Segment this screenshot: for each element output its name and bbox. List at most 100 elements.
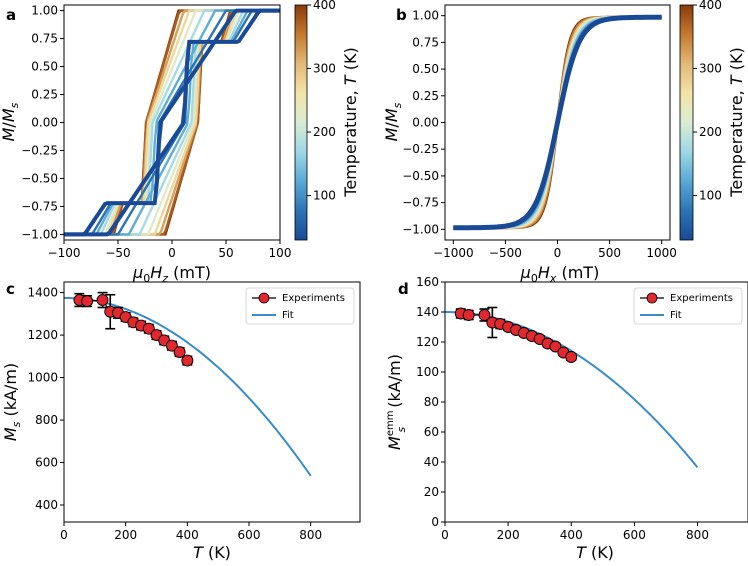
- panel-b-ytick-label: 0.75: [412, 35, 439, 49]
- panel-b-ylabel: M/Ms: [382, 102, 404, 141]
- panel-c-legend-fit-label: Fit: [282, 310, 294, 321]
- panel-a-xtick-label: 100: [269, 246, 292, 260]
- panel-c-experiment-point: [96, 294, 109, 307]
- panel-c-xlabel: T (K): [193, 543, 231, 562]
- panel-c-experiment-point: [81, 295, 94, 308]
- panel-d-experiment-point: [549, 340, 562, 353]
- panel-b-ytick-label: −0.75: [402, 196, 439, 210]
- panel-d: d 0 200 400 600 800 0 20 40 60 80 100 120 140 160 T (…: [385, 275, 748, 562]
- panel-a-ytick-label: −0.25: [21, 143, 58, 157]
- panel-c-xtick-label: 0: [60, 528, 68, 542]
- panel-c-xtick-label: 400: [176, 528, 199, 542]
- panel-d-xtick-label: 800: [686, 528, 709, 542]
- panel-c-plot: [64, 291, 312, 477]
- panel-c-ytick-label: 800: [35, 413, 58, 427]
- magnetization-curve: [453, 14, 662, 231]
- panel-d-fit-line: [445, 311, 699, 469]
- colorbar-tick-label: 200: [313, 125, 336, 139]
- panel-c-legend-exp-marker: [258, 292, 270, 304]
- panel-c-ylabel: Ms (kA/m): [1, 363, 23, 441]
- panel-d-experiment-point: [565, 351, 578, 363]
- colorbar-tick-label: 200: [699, 125, 722, 139]
- panel-b: b −1000 −500 0 500 1000 −1.00 −0.75 −0.50 −0.25 0…: [382, 0, 746, 285]
- panel-d-ytick-label: 140: [416, 305, 439, 319]
- panel-d-xtick-label: 400: [560, 528, 583, 542]
- hysteresis-loop-branch: [64, 8, 280, 237]
- panel-b-ytick-label: 0.25: [412, 89, 439, 103]
- panel-d-ytick-label: 80: [424, 395, 439, 409]
- panel-c-xtick-label: 600: [238, 528, 261, 542]
- panel-a-xtick-label: −50: [105, 246, 130, 260]
- panel-a-ytick-label: 0.00: [31, 116, 58, 130]
- panel-d-plot: [445, 306, 699, 469]
- panel-label-a: a: [6, 6, 16, 24]
- panel-b-magnetization-curves: [453, 14, 662, 231]
- panel-c-legend-exp-label: Experiments: [282, 293, 345, 304]
- panel-c-ticks: 0 200 400 600 800 400 600 800 1000 1200 1400: [27, 286, 322, 542]
- panel-c-experiment-point: [165, 339, 178, 352]
- panel-c-experiment-point: [173, 346, 186, 359]
- panel-a-ytick-label: −1.00: [21, 227, 58, 241]
- panel-a-xtick-label: 50: [218, 246, 233, 260]
- panel-c-ytick-label: 600: [35, 456, 58, 470]
- colorbar-tick-label: 300: [313, 62, 336, 76]
- panel-d-ytick-label: 40: [424, 455, 439, 469]
- panel-a-hysteresis-loops: [64, 8, 280, 237]
- panel-d-ytick-label: 100: [416, 365, 439, 379]
- panel-a-ticks: −100 −50 0 50 100 −1.00 −0.75 −0.50 −0.25 0.00 0.2…: [21, 4, 291, 260]
- hysteresis-loop-branch: [64, 8, 280, 237]
- panel-b-ytick-label: 1.00: [412, 9, 439, 23]
- panel-c-experiment-point: [181, 354, 194, 367]
- panel-a-colorbar-label: Temperature, T (K): [341, 47, 360, 197]
- panel-d-experiment-point: [462, 309, 475, 321]
- panel-a-colorbar: [294, 4, 308, 241]
- colorbar-tick-label: 300: [699, 62, 722, 76]
- panel-d-ticks: 0 200 400 600 800 0 20 40 60 80 100 120 140 160: [416, 275, 709, 542]
- panel-a-xlabel: μ0Hz (mT): [132, 263, 211, 285]
- panel-label-c: c: [6, 280, 15, 298]
- panel-a-ytick-label: 0.75: [31, 32, 58, 46]
- panel-d-xlabel: T (K): [576, 543, 614, 562]
- panel-c-ytick-label: 1000: [27, 371, 58, 385]
- panel-d-ytick-label: 60: [424, 425, 439, 439]
- panel-a-ytick-label: 0.25: [31, 88, 58, 102]
- panel-a-axes-frame: [63, 4, 281, 241]
- panel-b-ytick-label: 0.00: [412, 116, 439, 130]
- panel-d-ylabel: Memms (kA/m): [385, 354, 408, 450]
- panel-b-ticks: −1000 −500 0 500 1000 −1.00 −0.75 −0.50 −0.25 0.0…: [402, 9, 677, 260]
- panel-c-experiment-point: [142, 322, 155, 335]
- panel-d-ytick-label: 20: [424, 485, 439, 499]
- panel-a-xtick-label: 0: [168, 246, 176, 260]
- panel-b-xtick-label: 1000: [646, 246, 677, 260]
- panel-d-legend-exp-marker: [646, 292, 658, 304]
- panel-b-ytick-label: 0.50: [412, 62, 439, 76]
- panel-c-fit-line: [64, 296, 312, 477]
- panel-d-xtick-label: 200: [497, 528, 520, 542]
- panel-c-ytick-label: 1200: [27, 328, 58, 342]
- panel-c-legend: Experiments Fit: [245, 287, 355, 325]
- panel-c-ytick-label: 400: [35, 498, 58, 512]
- panel-a-ytick-label: −0.50: [21, 171, 58, 185]
- colorbar-tick-label: 100: [699, 189, 722, 203]
- panel-c-xtick-label: 200: [114, 528, 137, 542]
- panel-a-ylabel: M/Ms: [0, 102, 21, 141]
- panel-b-colorbar-ticks: 100 200 300 400: [693, 0, 722, 203]
- panel-d-ytick-label: 0: [431, 515, 439, 529]
- panel-d-experiment-point: [478, 309, 491, 321]
- panel-d-legend-fit-label: Fit: [670, 310, 682, 321]
- colorbar-tick-label: 400: [699, 0, 722, 12]
- panel-d-legend-exp-label: Experiments: [670, 293, 733, 304]
- panel-label-d: d: [398, 280, 409, 298]
- panel-b-ytick-label: −1.00: [402, 222, 439, 236]
- panel-c-xtick-label: 800: [299, 528, 322, 542]
- panel-b-xtick-label: 0: [554, 246, 562, 260]
- panel-b-ytick-label: −0.50: [402, 169, 439, 183]
- panel-b-xlabel: μ0Hx (mT): [520, 263, 600, 285]
- colorbar-tick-label: 100: [313, 189, 336, 203]
- panel-c-axes-frame: [63, 281, 361, 523]
- panel-b-xtick-label: 500: [598, 246, 621, 260]
- panel-d-ytick-label: 120: [416, 335, 439, 349]
- panel-c: c 0 200 400 600 800 400 600 800 1000 1200 1400 T (…: [1, 280, 361, 562]
- panel-a: a −100 −50 0 50 100 −1.00 −0.75 −0.50 −0.25 0.00 0…: [0, 0, 360, 285]
